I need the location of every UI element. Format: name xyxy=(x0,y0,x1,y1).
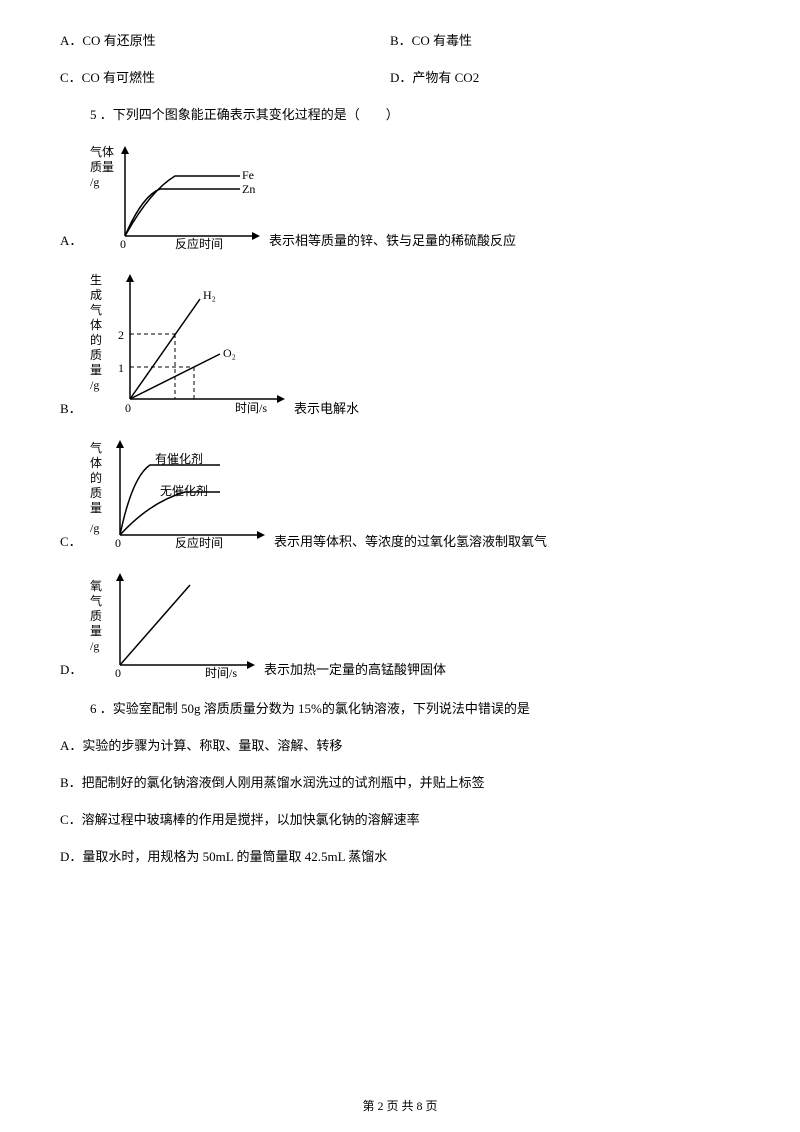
ya2: 质量 xyxy=(90,160,114,174)
q6-c: C．溶解过程中玻璃棒的作用是搅拌，以加快氯化钠的溶解速率 xyxy=(60,809,740,828)
yd1: 氧 xyxy=(90,579,102,593)
yb3: 气 xyxy=(90,302,102,317)
t1: 1 xyxy=(118,361,124,375)
q5-chart-c: 气 体 的 质 量 /g 有催化剂 无催化剂 0 反应时间 xyxy=(90,437,270,552)
o2: O₂ xyxy=(223,346,236,360)
xA: 反应时间 xyxy=(175,236,223,251)
cat1: 有催化剂 xyxy=(155,451,203,466)
q4-options-row1: A．CO 有还原性 B．CO 有毒性 xyxy=(60,30,740,49)
q4-option-d: D．产物有 CO2 xyxy=(390,67,740,86)
yb1: 生 xyxy=(90,273,102,287)
yb6: 质 xyxy=(90,348,102,362)
yb7: 量 xyxy=(90,363,102,377)
yc5: 量 xyxy=(90,501,102,515)
xC: 反应时间 xyxy=(175,535,223,550)
yb4: 体 xyxy=(90,318,102,332)
q5-chart-b: 生 成 气 体 的 质 量 /g 2 1 H₂ O₂ 0 时间/s xyxy=(90,269,290,419)
yd4: 量 xyxy=(90,624,102,638)
q6-stem: 6 ．实验室配制 50g 溶质质量分数为 15%的氯化钠溶液，下列说法中错误的是 xyxy=(90,698,740,717)
q4-option-a: A．CO 有还原性 xyxy=(60,30,390,49)
yb8: /g xyxy=(90,378,99,392)
yb5: 的 xyxy=(90,332,102,347)
oB: 0 xyxy=(125,401,131,415)
q5-a-label: A． xyxy=(60,230,90,251)
yd2: 气 xyxy=(90,593,102,608)
q5-chart-a-block: A． 气体 质量 /g Fe Zn 0 反应时间 表示相等质量的锌、铁与足量的稀… xyxy=(60,141,740,251)
yc3: 的 xyxy=(90,470,102,485)
q4-options-row2: C．CO 有可燃性 D．产物有 CO2 xyxy=(60,67,740,86)
yc4: 质 xyxy=(90,486,102,500)
q4-option-c: C．CO 有可燃性 xyxy=(60,67,390,86)
ya1: 气体 xyxy=(90,144,114,159)
xB: 时间/s xyxy=(235,401,267,415)
yc2: 体 xyxy=(90,456,102,470)
oA: 0 xyxy=(120,237,126,251)
q6-d: D．量取水时，用规格为 50mL 的量筒量取 42.5mL 蒸馏水 xyxy=(60,846,740,865)
cat2: 无催化剂 xyxy=(160,483,208,498)
yb2: 成 xyxy=(90,288,102,302)
feLabel: Fe xyxy=(242,168,254,182)
q5-chart-a: 气体 质量 /g Fe Zn 0 反应时间 xyxy=(90,141,265,251)
znLabel: Zn xyxy=(242,182,255,196)
q5-b-desc: 表示电解水 xyxy=(290,398,359,419)
h2: H₂ xyxy=(203,288,216,302)
q5-chart-c-block: C． 气 体 的 质 量 /g 有催化剂 无催化剂 0 反应时间 表示用等体积、… xyxy=(60,437,740,552)
q5-stem: 5 ．下列四个图象能正确表示其变化过程的是（ ） xyxy=(90,104,740,123)
q6-a: A．实验的步骤为计算、称取、量取、溶解、转移 xyxy=(60,735,740,754)
oC: 0 xyxy=(115,536,121,550)
q6-b: B．把配制好的氯化钠溶液倒人刚用蒸馏水润洗过的试剂瓶中，并贴上标签 xyxy=(60,772,740,791)
q5-chart-d-block: D． 氧 气 质 量 /g 0 时间/s 表示加热一定量的高锰酸钾固体 xyxy=(60,570,740,680)
q5-d-desc: 表示加热一定量的高锰酸钾固体 xyxy=(260,659,446,680)
yc1: 气 xyxy=(90,440,102,455)
ya3: /g xyxy=(90,175,99,189)
q4-option-b: B．CO 有毒性 xyxy=(390,30,740,49)
yc6: /g xyxy=(90,521,99,535)
oD: 0 xyxy=(115,666,121,680)
yd3: 质 xyxy=(90,609,102,623)
xD: 时间/s xyxy=(205,666,237,680)
q5-c-label: C． xyxy=(60,531,90,552)
q5-d-label: D． xyxy=(60,659,90,680)
yd5: /g xyxy=(90,639,99,653)
page-footer: 第 2 页 共 8 页 xyxy=(0,1097,800,1114)
q5-a-desc: 表示相等质量的锌、铁与足量的稀硫酸反应 xyxy=(265,230,516,251)
q5-chart-b-block: B． 生 成 气 体 的 质 量 /g 2 1 H₂ O₂ 0 时间/s 表示电… xyxy=(60,269,740,419)
q5-chart-d: 氧 气 质 量 /g 0 时间/s xyxy=(90,570,260,680)
q5-c-desc: 表示用等体积、等浓度的过氧化氢溶液制取氧气 xyxy=(270,531,547,552)
t2: 2 xyxy=(118,328,124,342)
q5-b-label: B． xyxy=(60,398,90,419)
